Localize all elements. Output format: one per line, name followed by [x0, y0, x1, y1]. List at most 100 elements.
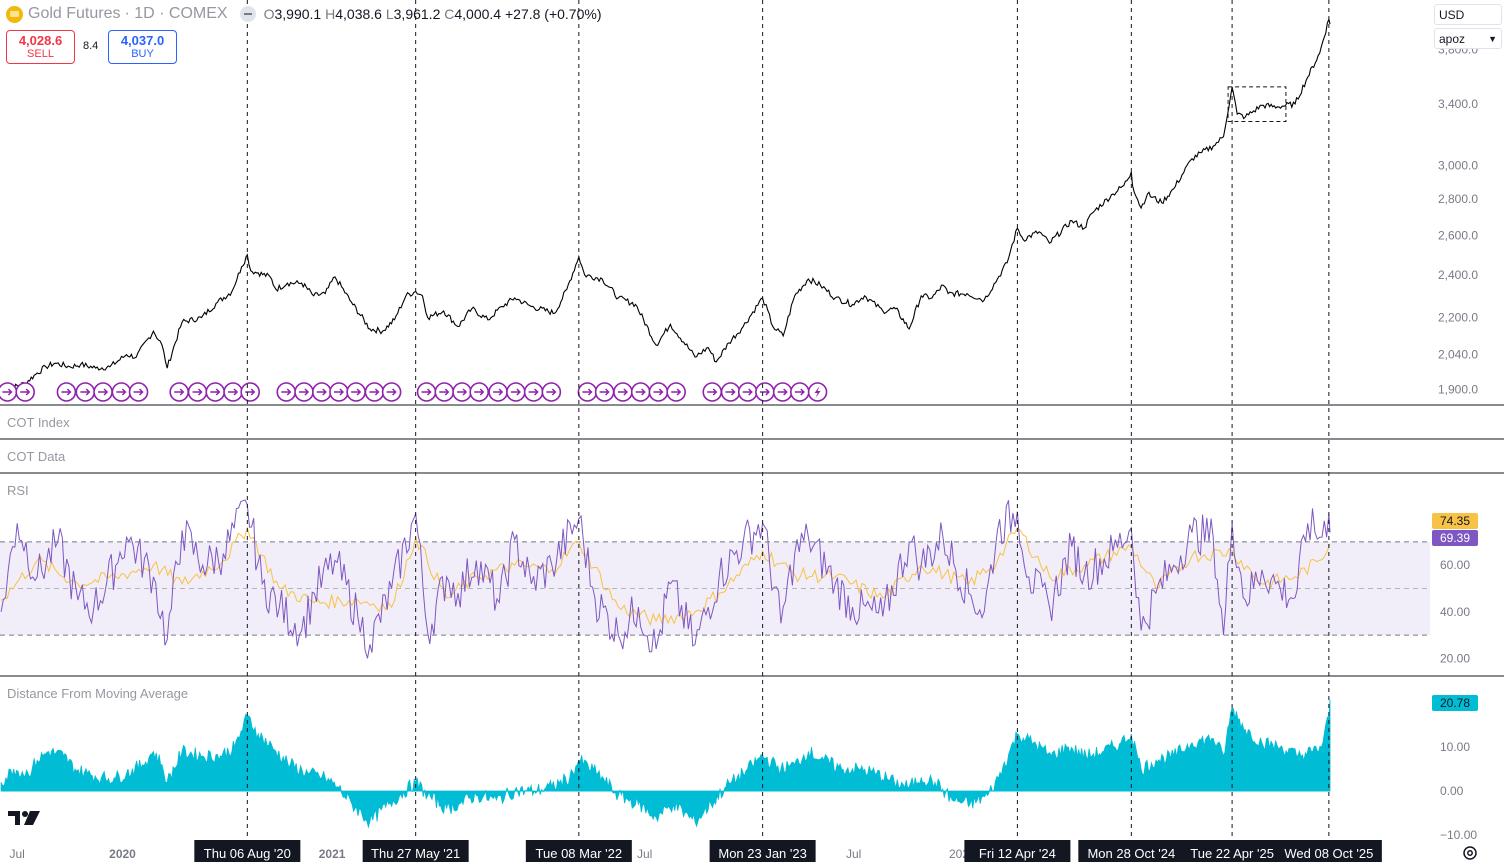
time-axis-highlight: Mon 23 Jan '23	[709, 840, 816, 862]
dma-axis-tick: 10.00	[1440, 740, 1470, 754]
event-marker-icon	[648, 382, 669, 402]
event-marker-icon	[0, 382, 18, 402]
spread-value: 8.4	[83, 40, 99, 52]
event-marker-icon	[506, 382, 526, 402]
rsi-axis-tick: 40.00	[1440, 605, 1470, 619]
symbol-name[interactable]: Gold Futures	[28, 5, 121, 22]
symbol-header[interactable]: Gold Futures · 1D · COMEX O3,990.1 H4,03…	[6, 4, 602, 24]
event-marker-icon	[276, 382, 297, 402]
time-axis-highlight-label: Thu 27 May '21	[371, 846, 460, 861]
event-marker-icon	[56, 382, 77, 402]
time-axis-label: 2020	[109, 847, 136, 861]
event-marker-icon	[364, 382, 385, 402]
interval-exchange[interactable]: · 1D · COMEX	[124, 5, 228, 22]
time-axis-label: Jul	[637, 847, 652, 861]
event-marker-icon	[772, 382, 793, 402]
gear-icon[interactable]	[1460, 843, 1480, 863]
event-marker-icon	[111, 382, 132, 402]
pane-title-cot-index[interactable]: COT Index	[7, 415, 70, 430]
pane-title-dma[interactable]: Distance From Moving Average	[7, 686, 189, 701]
time-axis-highlight: Thu 06 Aug '20	[194, 840, 301, 862]
dma-value-badge: 20.78	[1432, 695, 1478, 711]
price-axis-tick: 3,000.0	[1438, 158, 1478, 172]
collapse-button[interactable]	[239, 6, 256, 22]
event-marker-icon	[541, 382, 562, 402]
event-marker-icon	[169, 382, 190, 402]
event-marker-icon	[737, 382, 758, 402]
time-axis-highlight-label: Mon 23 Jan '23	[718, 846, 807, 861]
event-marker-icon	[381, 382, 402, 402]
event-marker-icon	[666, 382, 686, 402]
event-marker-icon	[577, 382, 598, 402]
event-marker-icon	[294, 382, 314, 402]
rsi-axis-tick: 60.00	[1440, 558, 1470, 572]
time-axis-highlight-label: Thu 06 Aug '20	[204, 846, 291, 861]
event-marker-icon	[594, 382, 615, 402]
event-marker-icon	[346, 382, 366, 402]
price-axis-tick: 2,600.0	[1438, 229, 1478, 243]
event-marker-icon	[469, 382, 490, 402]
time-axis-highlight: Tue 22 Apr '25	[1179, 840, 1286, 862]
time-axis-label: 2021	[319, 847, 346, 861]
time-axis-highlight: Thu 27 May '21	[362, 840, 469, 862]
price-axis-tick: 2,040.0	[1438, 348, 1478, 362]
price-axis-tick: 2,400.0	[1438, 268, 1478, 282]
event-marker-icon	[452, 382, 472, 402]
lightning-marker-icon	[807, 382, 828, 402]
price-line	[0, 17, 1331, 398]
time-axis-highlight-label: Wed 08 Oct '25	[1284, 846, 1373, 861]
tradingview-logo[interactable]	[8, 808, 42, 828]
time-axis-highlight: Wed 08 Oct '25	[1275, 840, 1382, 862]
price-axis-tick: 2,200.0	[1438, 311, 1478, 325]
sell-button[interactable]: 4,028.6 SELL	[6, 30, 75, 64]
rsi-line	[0, 499, 1331, 659]
time-axis-highlight: Tue 08 Mar '22	[525, 840, 632, 862]
event-marker-icon	[93, 382, 113, 402]
buy-button[interactable]: 4,037.0 BUY	[108, 30, 177, 64]
time-axis-highlight-label: Tue 08 Mar '22	[536, 846, 623, 861]
rsi-axis-tick: 20.00	[1440, 651, 1470, 665]
price-axis-tick: 2,800.0	[1438, 192, 1478, 206]
event-marker-icon	[523, 382, 544, 402]
event-marker-icon	[15, 382, 35, 402]
dma-axis-tick: 0.00	[1440, 784, 1464, 798]
event-marker-icon	[205, 382, 226, 402]
range-box	[1227, 86, 1287, 123]
event-marker-icon	[790, 382, 810, 402]
time-axis-highlight: Fri 12 Apr '24	[964, 840, 1071, 862]
event-marker-icon	[702, 382, 723, 402]
time-axis-highlight: Mon 28 Oct '24	[1078, 840, 1185, 862]
pane-title-cot-data[interactable]: COT Data	[7, 449, 66, 464]
event-marker-icon	[434, 382, 455, 402]
pane-title-rsi[interactable]: RSI	[7, 483, 29, 498]
event-marker-icon	[128, 382, 149, 402]
rsi-value-badge: 74.35	[1432, 513, 1478, 529]
script-dropdown[interactable]: apoz ▼	[1434, 28, 1502, 49]
rsi-ma-value-badge: 69.39	[1432, 530, 1478, 546]
event-marker-icon	[613, 382, 633, 402]
price-axis-tick: 1,900.0	[1438, 383, 1478, 397]
event-marker-icon	[488, 382, 508, 402]
event-marker-icon	[240, 382, 260, 402]
event-marker-icon	[75, 382, 96, 402]
currency-dropdown[interactable]: USD	[1434, 4, 1502, 25]
event-marker-icon	[223, 382, 243, 402]
event-marker-icon	[187, 382, 208, 402]
gold-bar-icon	[6, 5, 23, 23]
time-axis-highlight-label: Mon 28 Oct '24	[1087, 846, 1175, 861]
dma-area	[0, 699, 1331, 829]
event-marker-icon	[755, 382, 775, 402]
time-axis-label: Jul	[10, 847, 25, 861]
time-axis-label: Jul	[846, 847, 861, 861]
event-marker-icon	[720, 382, 741, 402]
time-axis-highlight-label: Tue 22 Apr '25	[1190, 846, 1274, 861]
event-marker-icon	[630, 382, 651, 402]
ohlc-values: O3,990.1 H4,038.6 L3,961.2 C4,000.4 +27.…	[263, 6, 602, 22]
dma-axis-tick: −10.00	[1440, 828, 1477, 842]
event-marker-icon	[311, 382, 332, 402]
chevron-down-icon: ▼	[1488, 33, 1497, 44]
event-marker-icon	[329, 382, 349, 402]
event-marker-icon	[416, 382, 437, 402]
price-axis-tick: 3,400.0	[1438, 97, 1478, 111]
